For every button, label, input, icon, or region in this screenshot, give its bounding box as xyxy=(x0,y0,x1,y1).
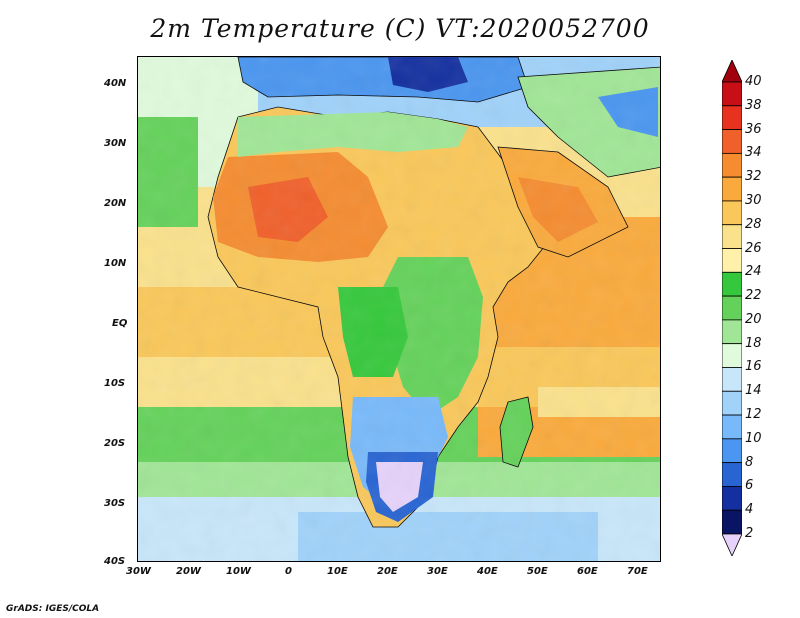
colorbar-label: 10 xyxy=(745,430,762,446)
colorbar-label: 22 xyxy=(745,288,762,304)
lon-label-10e: 10E xyxy=(327,566,348,577)
map-canvas xyxy=(138,57,660,561)
colorbar-box xyxy=(722,319,742,345)
colorbar xyxy=(722,60,742,556)
colorbar-label: 16 xyxy=(745,359,762,375)
colorbar-box xyxy=(722,152,742,178)
colorbar-label: 32 xyxy=(745,169,762,185)
map-title: 2m Temperature (C) VT:2020052700 xyxy=(150,14,650,43)
colorbar-label: 26 xyxy=(745,240,762,256)
lon-label-60e: 60E xyxy=(577,566,598,577)
colorbar-label: 38 xyxy=(745,97,762,113)
colorbar-box xyxy=(722,367,742,392)
colorbar-box xyxy=(722,486,742,511)
colorbar-label: 30 xyxy=(745,192,762,208)
lon-label-70e: 70E xyxy=(627,566,648,577)
colorbar-label: 8 xyxy=(745,454,754,470)
lon-label-40e: 40E xyxy=(477,566,498,577)
colorbar-label: 28 xyxy=(745,216,762,232)
colorbar-label: 24 xyxy=(745,264,762,280)
colorbar-boxes xyxy=(722,81,742,535)
texture-overlay xyxy=(138,57,660,561)
lat-label-10n: 10N xyxy=(104,258,127,269)
colorbar-label: 12 xyxy=(745,407,762,423)
grads-credit: GrADS: IGES/COLA xyxy=(6,604,100,614)
colorbar-box xyxy=(722,509,742,535)
lat-label-20n: 20N xyxy=(104,198,127,209)
colorbar-box xyxy=(722,390,742,416)
colorbar-label: 36 xyxy=(745,121,762,137)
colorbar-top-arrow xyxy=(722,60,742,83)
lon-label-30e: 30E xyxy=(427,566,448,577)
lon-label-50e: 50E xyxy=(527,566,548,577)
lat-label-40s: 40S xyxy=(104,556,126,567)
colorbar-box xyxy=(722,176,742,202)
colorbar-bottom-arrow xyxy=(722,533,742,556)
lat-label-30s: 30S xyxy=(104,498,126,509)
colorbar-box xyxy=(722,271,742,297)
temperature-map xyxy=(137,56,661,562)
colorbar-label: 40 xyxy=(745,74,762,89)
colorbar-box xyxy=(722,295,742,321)
colorbar-box xyxy=(722,248,742,273)
colorbar-box xyxy=(722,462,742,487)
colorbar-box xyxy=(722,343,742,368)
colorbar-box xyxy=(722,81,742,107)
lat-label-10s: 10S xyxy=(104,378,126,389)
lat-label-40n: 40N xyxy=(104,78,127,89)
lon-label-0: 0 xyxy=(285,566,292,577)
lon-label-20e: 20E xyxy=(377,566,398,577)
colorbar-label: 14 xyxy=(745,383,762,399)
colorbar-box xyxy=(722,129,742,154)
colorbar-box xyxy=(722,438,742,464)
colorbar-label: 20 xyxy=(745,311,762,327)
lon-label-10w: 10W xyxy=(226,566,251,577)
lat-label-30n: 30N xyxy=(104,138,127,149)
colorbar-label: 6 xyxy=(745,478,754,494)
colorbar-label: 34 xyxy=(745,145,762,161)
colorbar-label: 2 xyxy=(745,526,754,541)
lon-label-30w: 30W xyxy=(126,566,151,577)
colorbar-label: 18 xyxy=(745,335,762,351)
colorbar-label: 4 xyxy=(745,502,754,518)
colorbar-box xyxy=(722,414,742,440)
colorbar-box xyxy=(722,200,742,226)
lat-label-eq: EQ xyxy=(112,318,128,329)
colorbar-box xyxy=(722,224,742,249)
lon-label-20w: 20W xyxy=(176,566,201,577)
lat-label-20s: 20S xyxy=(104,438,126,449)
colorbar-box xyxy=(722,105,742,130)
